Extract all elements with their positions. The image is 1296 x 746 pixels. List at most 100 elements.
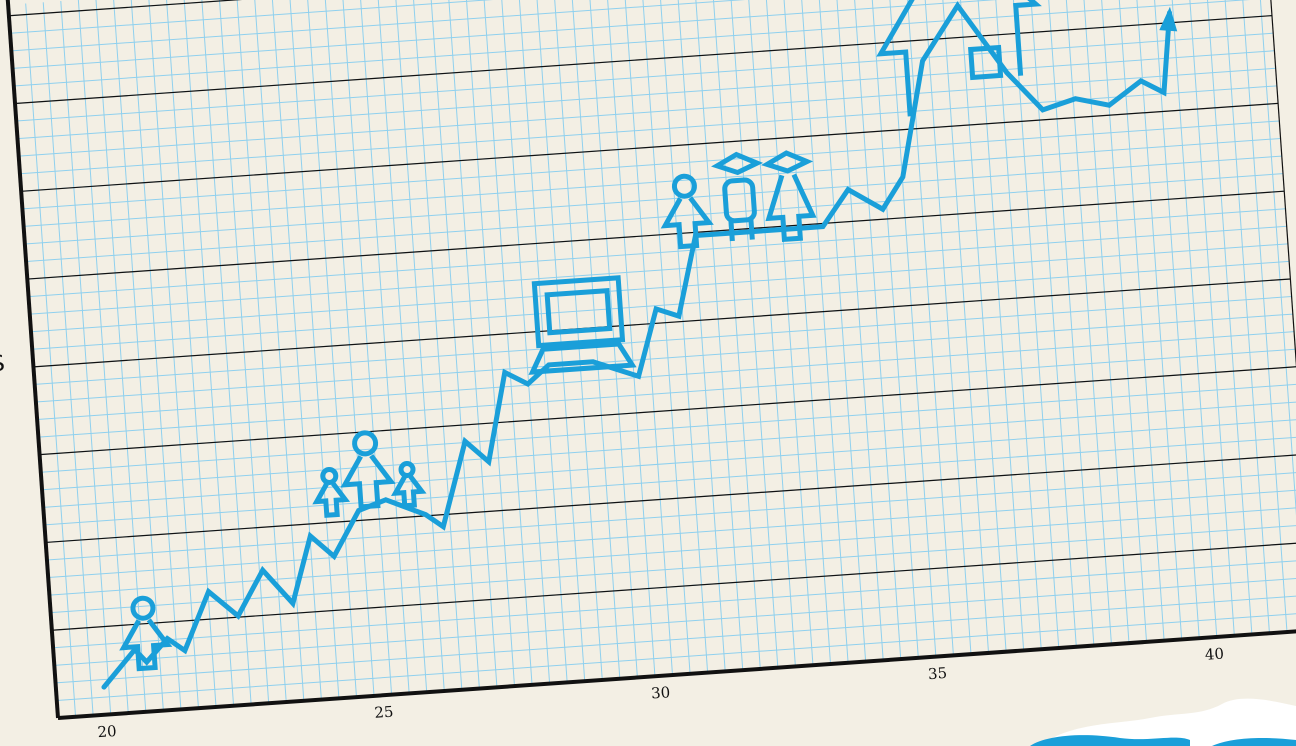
minor-grid-line (10, 0, 1268, 34)
family-icon (312, 430, 427, 518)
minor-grid-line (727, 0, 779, 668)
minor-grid-line (815, 0, 867, 662)
grad-body (722, 177, 757, 224)
minor-grid-line (24, 155, 1282, 245)
minor-grid-line (44, 436, 1296, 526)
minor-grid-line (29, 225, 1287, 315)
person-head (130, 595, 156, 621)
minor-grid-line (35, 313, 1293, 403)
grad-legs (728, 219, 755, 242)
minor-grid-line (885, 0, 937, 657)
person-body (340, 454, 396, 510)
minor-grid-line (11, 0, 1269, 52)
arrow-head (1159, 6, 1178, 32)
x-tick-label: 30 (651, 683, 671, 702)
minor-grid-line (867, 0, 919, 658)
person-body (391, 474, 427, 509)
minor-grid-line (12, 0, 1270, 69)
minor-grid-line (49, 506, 1296, 596)
y-axis-label: $ (0, 348, 7, 379)
minor-grid-line (762, 0, 814, 666)
minor-grid-line (393, 0, 445, 692)
minor-grid-line (43, 418, 1296, 508)
minor-grid-line (50, 524, 1296, 614)
major-grid-line (51, 541, 1296, 631)
minor-grid-line (53, 559, 1296, 649)
minor-grid-line (95, 0, 147, 712)
minor-grid-line (306, 0, 357, 698)
series-line (101, 1, 1173, 690)
minor-grid-line (323, 0, 375, 696)
person-body (119, 618, 173, 672)
minor-grid-line (26, 173, 1284, 263)
minor-grid-line (692, 0, 744, 671)
minor-grid-line (60, 1, 112, 715)
minor-grid-line (464, 0, 515, 687)
minor-grid-line (341, 0, 393, 695)
minor-grid-line (955, 0, 1007, 652)
minor-grid-line (48, 489, 1296, 579)
milestone-icons (119, 0, 1042, 672)
torn-paper-corner (1040, 698, 1296, 746)
minor-grid-line (55, 594, 1296, 684)
minor-grid-line (1201, 0, 1253, 635)
minor-grid-line (54, 576, 1296, 666)
grad-body (765, 173, 817, 243)
minor-grid-line (1025, 0, 1077, 647)
person-body (312, 482, 351, 518)
person-head (320, 466, 339, 485)
minor-grid-line (1078, 0, 1130, 644)
minor-grid-line (77, 0, 129, 714)
person-head (352, 430, 379, 457)
minor-grid-line (481, 0, 533, 685)
x-tick-label: 25 (374, 703, 394, 722)
minor-grid-line (16, 32, 1274, 122)
major-grid-line (33, 278, 1291, 368)
minor-grid-line (516, 0, 568, 683)
major-grid-line (21, 102, 1279, 192)
minor-grid-line (28, 208, 1286, 298)
minor-grid-line (745, 0, 796, 667)
minor-grid-line (183, 0, 235, 706)
minor-grid-line (46, 471, 1296, 561)
minor-grid-line (973, 0, 1025, 651)
minor-grid-line (17, 50, 1275, 140)
minor-grid-line (1148, 0, 1200, 639)
minor-grid-line (903, 0, 954, 656)
axes (3, 0, 1296, 720)
person-icon (119, 595, 173, 672)
person-body (660, 196, 714, 250)
minor-grid-line (569, 0, 621, 679)
keyboard-base (528, 341, 637, 375)
minor-grid-line (376, 0, 428, 693)
minor-grid-line (18, 67, 1276, 157)
minor-grid-line (148, 0, 199, 709)
minor-grid-line (639, 0, 691, 674)
major-grid-line (8, 0, 1266, 17)
minor-grid-line (1043, 0, 1095, 646)
blue-wave (1030, 735, 1296, 746)
minor-grid-line (37, 331, 1295, 421)
minor-grid-line (1254, 0, 1296, 631)
minor-grid-line (200, 0, 252, 705)
minor-grid-line (112, 0, 164, 711)
minor-grid-line (1183, 0, 1235, 636)
minor-grid-line (446, 0, 498, 688)
minor-grid-line (1219, 0, 1270, 634)
minor-grid-line (920, 0, 972, 655)
minor-grid-line (38, 348, 1296, 438)
minor-grid-line (23, 138, 1281, 227)
minor-grid-line (657, 0, 709, 673)
minor-grid-line (604, 0, 656, 677)
minor-grid-line (780, 0, 832, 665)
minor-grid-line (30, 243, 1288, 333)
graduates-icon (660, 150, 817, 250)
grad-cap (711, 151, 764, 176)
minor-grid-line (56, 612, 1296, 701)
y-axis-line (3, 0, 60, 719)
minor-grid-line (34, 296, 1292, 385)
minor-grid-line (253, 0, 305, 701)
x-tick-label: 35 (927, 664, 947, 683)
